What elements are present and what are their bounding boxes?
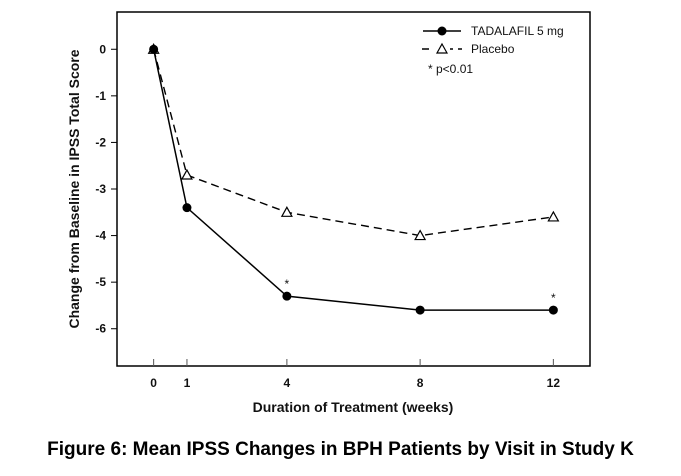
y-tick-label: -3: [95, 182, 106, 196]
y-tick-label: -4: [95, 229, 106, 243]
data-point-tadalafil: [415, 305, 425, 315]
x-tick-label: 4: [284, 376, 291, 390]
significance-marker: *: [285, 277, 290, 291]
y-tick-label: -6: [95, 322, 106, 336]
y-tick-label: -1: [95, 89, 106, 103]
data-point-placebo: [280, 206, 293, 217]
legend: TADALAFIL 5 mg Placebo * p<0.01: [422, 24, 564, 76]
x-tick-label: 1: [184, 376, 191, 390]
significance-marker: *: [551, 291, 556, 305]
data-point-placebo: [547, 210, 560, 222]
data-point-placebo: [414, 229, 427, 241]
legend-label-placebo: Placebo: [471, 42, 515, 56]
y-tick-label: -5: [95, 275, 106, 289]
data-point-tadalafil: [282, 291, 292, 301]
legend-item-tadalafil: TADALAFIL 5 mg: [423, 24, 564, 38]
y-tick-label: 0: [99, 42, 106, 56]
y-axis: 0 -1 -2 -3 -4 -5 -6: [95, 42, 117, 336]
series-line-placebo: [152, 49, 554, 237]
legend-label-tadalafil: TADALAFIL 5 mg: [471, 24, 564, 38]
plot-frame: [116, 11, 591, 367]
x-axis-title: Duration of Treatment (weeks): [253, 399, 454, 415]
legend-significance-note: * p<0.01: [428, 62, 473, 76]
data-point-placebo: [180, 168, 193, 180]
legend-item-placebo: Placebo: [422, 42, 515, 56]
chart: 0-1-2-3-4-5-6 0 1 4 8 12 ** Change from Base…: [66, 11, 591, 415]
series-line-tadalafil: [152, 49, 554, 311]
legend-filled-circle-icon: [437, 26, 447, 36]
x-tick-label: 12: [547, 376, 561, 390]
x-axis: 0 1 4 8 12: [150, 359, 560, 390]
x-tick-label: 0: [150, 376, 157, 390]
data-point-tadalafil: [149, 44, 159, 54]
y-axis-title: Change from Baseline in IPSS Total Score: [66, 49, 82, 328]
figure-caption: Figure 6: Mean IPSS Changes in BPH Patie…: [47, 439, 634, 460]
data-point-tadalafil: [182, 203, 192, 213]
legend-open-triangle-icon: [435, 42, 449, 54]
series-layer: **: [147, 43, 560, 315]
y-tick-label: -2: [95, 135, 106, 149]
data-point-tadalafil: [548, 305, 558, 315]
x-tick-label: 8: [417, 376, 424, 390]
